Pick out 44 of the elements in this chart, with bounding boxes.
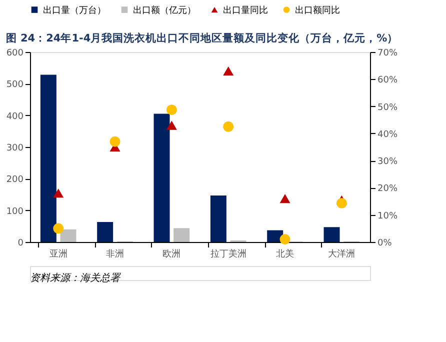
point: [223, 121, 234, 132]
x-tick-label: 亚洲: [49, 248, 68, 260]
y2-tick-label: 60%: [378, 76, 398, 86]
y2-tick-label: 30%: [378, 157, 398, 168]
y-tick-label: 100: [6, 206, 24, 217]
y-tick-label: 500: [6, 80, 24, 90]
legend-label: 出口量（万台）: [43, 4, 106, 16]
y-tick-label: 400: [6, 112, 24, 122]
point: [53, 223, 64, 234]
y2-tick-label: 40%: [378, 130, 398, 140]
y-tick-label: 600: [6, 48, 24, 58]
legend-label: 出口量同比: [223, 4, 268, 16]
x-tick-label: 非洲: [106, 248, 124, 260]
x-tick-label: 北美: [276, 248, 294, 260]
y-tick-label: 200: [6, 175, 24, 186]
point: [223, 66, 234, 76]
bar: [210, 195, 226, 242]
point: [336, 198, 347, 208]
point: [110, 136, 120, 147]
point: [280, 234, 290, 245]
bar: [154, 114, 170, 242]
y-tick-label: 300: [6, 144, 24, 154]
bar: [40, 74, 56, 242]
y2-tick-label: 0%: [378, 238, 392, 248]
bar: [324, 227, 340, 242]
bar: [174, 228, 190, 242]
y-tick-label: 0: [18, 238, 24, 248]
y2-tick-label: 70%: [378, 48, 398, 58]
chart-title: 图 24：24年1-4月我国洗衣机出口不同地区量额及同比变化（万台，亿元，%）: [6, 32, 398, 44]
point: [166, 104, 177, 116]
text: 资料来源：海关总署: [30, 272, 121, 284]
y2-tick-label: 10%: [378, 211, 398, 222]
x-tick-label: 欧洲: [162, 248, 181, 260]
point: [166, 120, 177, 130]
y2-tick-label: 20%: [378, 184, 398, 194]
bar: [97, 222, 114, 242]
legend-label: 出口额（亿元）: [133, 4, 196, 16]
bar: [60, 229, 76, 242]
legend-label: 出口额同比: [295, 4, 340, 16]
point: [53, 188, 64, 198]
x-tick-label: 大洋洲: [328, 248, 356, 260]
x-tick-label: 拉丁美洲: [210, 248, 246, 260]
point: [280, 194, 290, 204]
y2-tick-label: 50%: [378, 102, 398, 113]
